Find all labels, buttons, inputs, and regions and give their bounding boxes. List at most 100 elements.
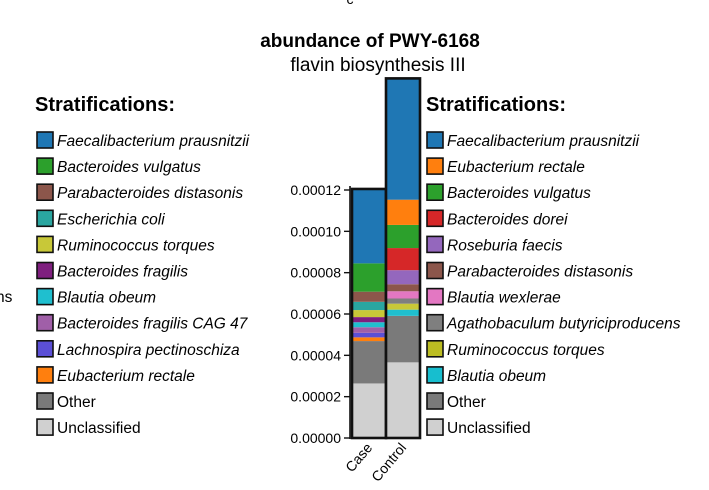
cut-off-left-text: ns — [0, 289, 13, 306]
legend-swatch — [426, 131, 444, 149]
bar-control — [384, 77, 422, 440]
legend-item: Lachnospira pectinoschiza — [36, 339, 240, 359]
cut-off-top-text: c — [347, 0, 354, 7]
legend-label: Bacteroides fragilis CAG 47 — [57, 316, 249, 333]
y-axis: 0.00000 0.00002 0.00004 0.00006 0.00008 0.000… — [290, 182, 351, 446]
legend-swatch — [426, 235, 444, 254]
chart-title: abundance of PWY-6168 — [260, 31, 480, 52]
bar-segment — [352, 310, 386, 318]
legend-item: Faecalibacterium prausnitzii — [36, 131, 250, 150]
legend-label: Unclassified — [447, 420, 531, 437]
legend-label: Bacteroides fragilis — [57, 264, 188, 281]
bar-segment — [386, 224, 420, 249]
legend-item: Ruminococcus torques — [426, 339, 605, 359]
legend-swatch — [36, 339, 54, 358]
bar-segment — [386, 270, 420, 285]
legend-swatch — [36, 261, 54, 280]
bar-segment — [352, 337, 386, 342]
y-tick-label: 0.00000 — [290, 430, 341, 446]
bar-segment — [352, 327, 386, 333]
legend-item: Blautia wexlerae — [426, 287, 561, 307]
legend-swatch — [36, 418, 54, 436]
bar-segment — [386, 78, 420, 200]
legend-item: Unclassified — [426, 418, 531, 437]
legend-label: Roseburia faecis — [447, 237, 563, 254]
y-tick-label: 0.00012 — [290, 182, 341, 198]
legend-label: Lachnospira pectinoschiza — [57, 342, 240, 359]
bar-segment — [352, 341, 386, 384]
bar-segment — [352, 291, 386, 302]
bars — [350, 77, 422, 440]
legend-label: Bacteroides vulgatus — [57, 159, 201, 176]
legend-item: Ruminococcus torques — [36, 235, 215, 254]
left-legend-title: Stratifications: — [35, 94, 175, 116]
legend-item: Bacteroides fragilis — [36, 261, 188, 281]
legend-item: Blautia obeum — [426, 366, 546, 385]
legend-item: Bacteroides dorei — [426, 209, 568, 228]
legend-label: Parabacteroides distasonis — [57, 185, 243, 202]
bar-segment — [386, 248, 420, 271]
legend-item: Unclassified — [36, 418, 141, 437]
legend-item: Other — [426, 392, 486, 411]
legend-label: Agathobaculum butyriciproducens — [446, 316, 681, 333]
legend-label: Bacteroides dorei — [447, 211, 568, 228]
bar-segment — [352, 332, 386, 338]
legend-swatch — [426, 261, 444, 280]
bar-segment — [386, 309, 420, 316]
bar-segment — [352, 317, 386, 323]
bar-segment — [386, 362, 420, 438]
y-tick-label: 0.00010 — [290, 223, 341, 239]
bar-segment — [352, 188, 386, 264]
legend-item: Bacteroides vulgatus — [36, 157, 201, 176]
legend-label: Blautia obeum — [57, 290, 156, 307]
legend-item: Parabacteroides distasonis — [36, 183, 243, 202]
bar-segment — [352, 383, 386, 438]
legend-swatch — [426, 313, 444, 332]
bar-segment — [386, 284, 420, 292]
x-tick-label: Case — [342, 439, 375, 474]
legend-swatch — [36, 313, 54, 332]
legend-label: Unclassified — [57, 420, 141, 437]
legend-swatch — [36, 235, 54, 254]
legend-label: Parabacteroides distasonis — [447, 264, 633, 281]
legend-item: Agathobaculum butyriciproducens — [426, 313, 681, 333]
legend-label: Ruminococcus torques — [57, 237, 215, 254]
legend-swatch — [36, 209, 54, 228]
right-legend: Faecalibacterium prausnitzii Eubacterium … — [426, 131, 681, 437]
bar-case — [350, 187, 388, 440]
y-tick-label: 0.00004 — [290, 347, 341, 363]
legend-label: Escherichia coli — [57, 211, 165, 228]
legend-swatch — [426, 183, 444, 201]
legend-swatch — [426, 418, 444, 436]
bar-segment — [386, 199, 420, 225]
legend-item: Roseburia faecis — [426, 235, 563, 254]
legend-item: Parabacteroides distasonis — [426, 261, 633, 281]
bar-segment — [352, 263, 386, 292]
legend-label: Blautia obeum — [447, 368, 546, 385]
legend-item: Bacteroides vulgatus — [426, 183, 591, 202]
legend-swatch — [426, 339, 444, 358]
bar-segment — [386, 303, 420, 310]
legend-label: Faecalibacterium prausnitzii — [447, 133, 640, 150]
y-tick-label: 0.00008 — [290, 265, 341, 281]
bar-segment — [352, 301, 386, 311]
legend-item: Eubacterium rectale — [36, 366, 195, 385]
legend-label: Bacteroides vulgatus — [447, 185, 591, 202]
legend-swatch — [426, 157, 444, 175]
bar-segment — [386, 298, 420, 304]
legend-swatch — [36, 287, 54, 306]
legend-item: Escherichia coli — [36, 209, 165, 228]
right-legend-title: Stratifications: — [426, 94, 566, 116]
legend-item: Blautia obeum — [36, 287, 156, 307]
legend-label: Ruminococcus torques — [447, 342, 605, 359]
y-tick-label: 0.00002 — [290, 389, 341, 405]
bar-segment — [386, 291, 420, 299]
bar-segment — [386, 315, 420, 363]
legend-item: Eubacterium rectale — [426, 157, 585, 176]
chart-subtitle: flavin biosynthesis III — [290, 55, 465, 76]
legend-item: Bacteroides fragilis CAG 47 — [36, 313, 249, 333]
legend-label: Blautia wexlerae — [447, 290, 561, 307]
legend-swatch — [36, 131, 54, 149]
legend-label: Eubacterium rectale — [447, 159, 585, 176]
